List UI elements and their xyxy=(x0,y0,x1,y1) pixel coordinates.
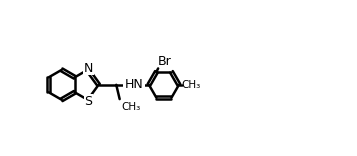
Text: CH₃: CH₃ xyxy=(121,102,141,112)
Text: Br: Br xyxy=(158,55,172,68)
Text: N: N xyxy=(84,62,93,75)
Text: CH₃: CH₃ xyxy=(182,80,201,90)
Text: S: S xyxy=(84,95,92,108)
Text: HN: HN xyxy=(125,78,144,91)
